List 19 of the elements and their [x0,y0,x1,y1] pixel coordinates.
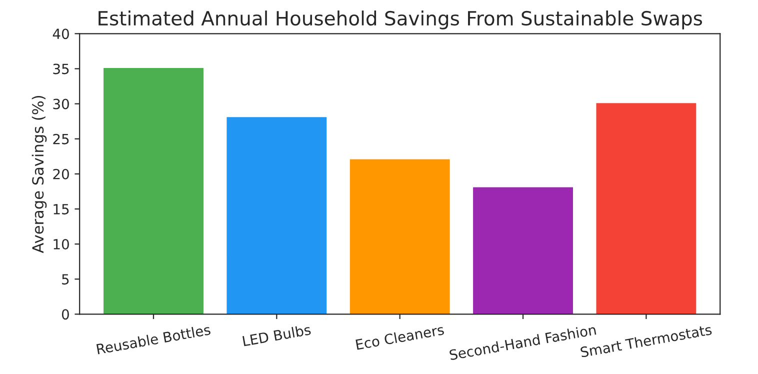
chart-title: Estimated Annual Household Savings From Sustainable Swaps [98,10,702,30]
y-tick-label: 15 [54,204,69,214]
bar [473,187,573,314]
y-tick-label: 40 [52,28,69,40]
y-tick-label: 35 [53,64,69,74]
x-tick-label: Reusable Bottles [96,324,211,354]
x-tick-label: LED Bulbs [242,324,312,346]
y-tick-label: 5 [62,274,69,285]
y-tick-label: 0 [62,309,69,320]
y-tick-label: 20 [53,168,69,180]
x-tick-label: Eco Cleaners [356,324,444,350]
bar [226,117,327,314]
y-tick-label: 25 [53,134,69,144]
bar [104,68,204,314]
bar [350,159,450,314]
y-tick-label: 30 [53,98,69,110]
y-tick-label: 10 [54,239,69,250]
bar [596,103,696,314]
y-axis-title: Average Savings (%) [32,96,47,254]
